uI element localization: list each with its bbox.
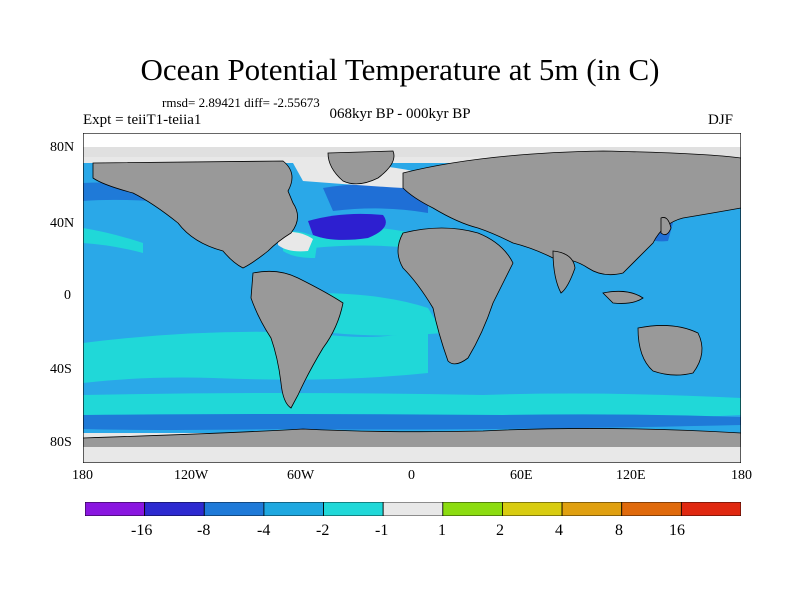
- colorbar-swatch: [203, 502, 265, 516]
- lon-label-120w: 120W: [174, 468, 209, 483]
- plot-title: Ocean Potential Temperature at 5m (in C): [140, 52, 660, 87]
- colorbar: [85, 502, 741, 516]
- north-atlantic-cold-patch: [308, 213, 386, 240]
- equatorial-atlantic-band: [313, 293, 443, 336]
- southern-dark-band: [83, 414, 741, 430]
- africa: [397, 227, 514, 365]
- greenland: [327, 150, 395, 185]
- colorbar-label-m16: -16: [131, 522, 153, 539]
- lat-label-80n: 80N: [50, 140, 75, 155]
- lon-label-60e: 60E: [510, 468, 533, 483]
- colorbar-label-8: 8: [615, 522, 623, 539]
- subpolar-atlantic-patch: [323, 184, 428, 213]
- world-map: [83, 133, 741, 463]
- colorbar-swatch: [680, 502, 741, 516]
- colorbar-swatch: [621, 502, 682, 516]
- gulf-stream-neutral: [278, 231, 313, 252]
- map-top-border: [83, 133, 741, 147]
- colorbar-label-16: 16: [669, 522, 685, 539]
- colorbar-swatch: [502, 502, 563, 516]
- colorbar-label-4: 4: [555, 522, 563, 539]
- colorbar-label-m8: -8: [197, 522, 211, 539]
- australia: [637, 325, 703, 376]
- lon-label-180w: 180: [72, 468, 93, 483]
- lat-label-0: 0: [64, 288, 71, 303]
- period-label: 068kyr BP - 000kyr BP: [329, 106, 471, 122]
- colorbar-swatch: [144, 502, 205, 516]
- japan: [660, 217, 672, 236]
- colorbar-swatch: [442, 502, 503, 516]
- lat-label-80s: 80S: [50, 435, 72, 450]
- north-america: [92, 160, 298, 269]
- colorbar-swatch: [85, 502, 146, 516]
- colorbar-swatch: [323, 502, 384, 516]
- eurasia: [402, 150, 741, 276]
- lon-label-60w: 60W: [287, 468, 315, 483]
- lon-label-120e: 120E: [616, 468, 646, 483]
- colorbar-swatch: [561, 502, 623, 516]
- south-america: [250, 270, 344, 409]
- southern-light-band: [83, 328, 428, 383]
- india: [552, 250, 576, 294]
- colorbar-label-m2: -2: [316, 522, 330, 539]
- season-label: DJF: [708, 112, 734, 128]
- colorbar-label-m4: -4: [257, 522, 271, 539]
- lat-label-40n: 40N: [50, 216, 75, 231]
- colorbar-swatch: [263, 502, 324, 516]
- colorbar-label-m1: -1: [375, 522, 389, 539]
- lon-label-0: 0: [408, 468, 415, 483]
- lat-label-40s: 40S: [50, 362, 72, 377]
- colorbar-label-1: 1: [438, 522, 446, 539]
- colorbar-label-2: 2: [496, 522, 504, 539]
- maritime-continent: [602, 290, 644, 304]
- colorbar-swatch: [382, 502, 444, 516]
- experiment-label: Expt = teiiT1-teiia1: [83, 112, 202, 128]
- north-pacific-light-patch: [83, 228, 143, 253]
- stats-text: rmsd= 2.89421 diff= -2.55673: [162, 95, 320, 110]
- lon-label-180e: 180: [731, 468, 752, 483]
